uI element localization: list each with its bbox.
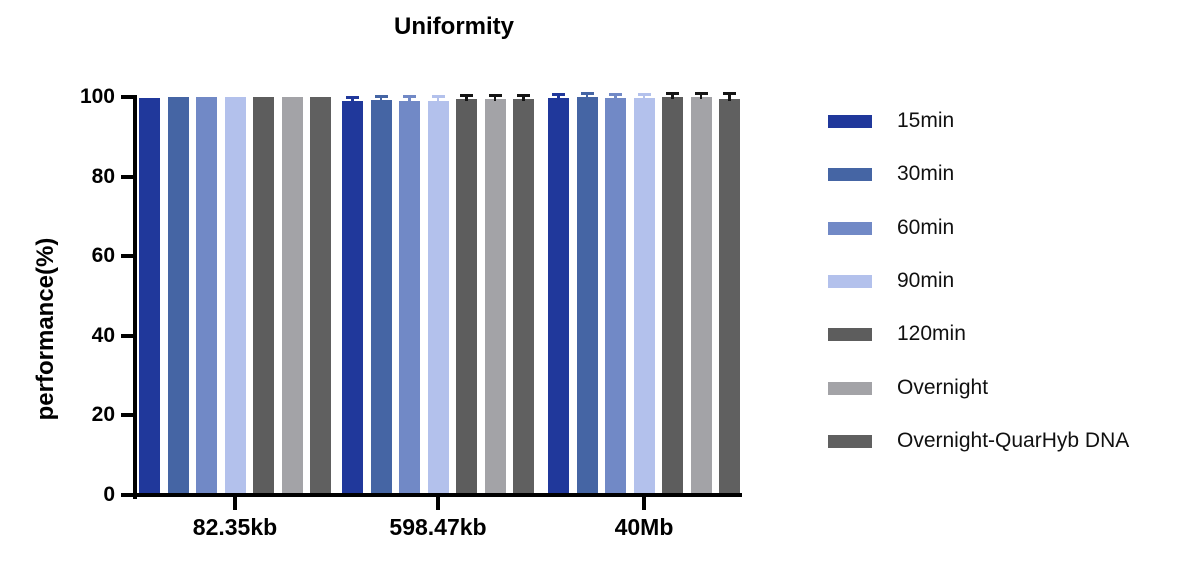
y-tick-80	[121, 174, 133, 179]
bar-Overnight-598.47kb	[484, 98, 506, 497]
bar-Overnight-QuarHyb DNA-82.35kb	[310, 97, 331, 497]
error-cap-60min-40Mb	[609, 92, 622, 96]
error-bar-Overnight-QuarHyb DNA-598.47kb	[522, 96, 525, 101]
legend-swatch-Overnight-QuarHyb DNA	[828, 434, 872, 448]
legend-swatch-Overnight	[828, 381, 872, 395]
legend-label-120min: 120min	[897, 322, 966, 345]
y-tick-0	[121, 493, 133, 497]
error-cap-30min-40Mb	[580, 92, 594, 96]
legend-item-Overnight: Overnight	[828, 376, 1188, 399]
legend-swatch-30min	[828, 167, 872, 181]
bar-15min-40Mb	[548, 97, 569, 497]
error-cap-30min-598.47kb	[374, 95, 388, 99]
bar-60min-82.35kb	[196, 97, 217, 497]
bar-90min-40Mb	[633, 97, 655, 497]
error-cap-15min-598.47kb	[346, 95, 359, 99]
x-axis-line	[133, 493, 742, 497]
y-tick-label-40: 40	[91, 323, 115, 347]
bar-15min-82.35kb	[139, 97, 160, 497]
bar-60min-598.47kb	[399, 100, 420, 497]
error-cap-90min-598.47kb	[431, 95, 445, 99]
bar-60min-40Mb	[605, 97, 626, 497]
legend-item-120min: 120min	[828, 322, 1188, 345]
y-tick-label-60: 60	[91, 244, 115, 268]
error-bar-30min-40Mb	[585, 94, 589, 100]
legend-swatch-120min	[828, 327, 872, 341]
x-tick-40Mb	[642, 497, 646, 510]
y-tick-label-100: 100	[79, 85, 115, 108]
error-bar-60min-598.47kb	[408, 97, 411, 103]
x-tick-82.35kb	[233, 497, 237, 510]
legend-item-90min: 90min	[828, 269, 1188, 292]
y-tick-label-0: 0	[103, 483, 115, 506]
y-tick-60	[121, 254, 133, 259]
bar-120min-82.35kb	[253, 97, 274, 497]
error-cap-90min-40Mb	[637, 92, 651, 96]
bar-90min-598.47kb	[427, 100, 449, 497]
error-bar-60min-40Mb	[614, 95, 617, 100]
bar-30min-40Mb	[576, 97, 598, 497]
legend-swatch-60min	[828, 221, 872, 235]
legend-item-30min: 30min	[828, 162, 1188, 185]
bar-Overnight-82.35kb	[281, 97, 303, 497]
x-category-label-598.47kb: 598.47kb	[389, 514, 487, 540]
error-cap-Overnight-40Mb	[694, 92, 708, 96]
y-tick-40	[121, 333, 133, 338]
error-bar-90min-40Mb	[642, 95, 646, 100]
error-bar-Overnight-QuarHyb DNA-40Mb	[728, 94, 731, 101]
legend-label-Overnight-QuarHyb DNA: Overnight-QuarHyb DNA	[897, 429, 1130, 452]
legend-label-15min: 15min	[897, 109, 955, 132]
error-cap-Overnight-598.47kb	[488, 93, 502, 97]
bar-Overnight-40Mb	[690, 97, 712, 497]
y-tick-20	[121, 413, 133, 418]
legend-swatch-15min	[828, 114, 872, 128]
bar-120min-598.47kb	[456, 98, 477, 497]
y-tick-100	[121, 95, 133, 99]
error-cap-120min-598.47kb	[460, 93, 473, 97]
x-category-label-82.35kb: 82.35kb	[192, 514, 278, 540]
error-bar-120min-40Mb	[671, 94, 674, 100]
error-bar-15min-40Mb	[557, 95, 560, 100]
y-axis-line	[133, 95, 137, 499]
error-cap-Overnight-QuarHyb DNA-40Mb	[723, 91, 736, 95]
error-bar-15min-598.47kb	[351, 98, 354, 104]
bar-30min-82.35kb	[167, 97, 189, 497]
error-cap-60min-598.47kb	[403, 95, 416, 99]
chart-title: Uniformity	[394, 13, 514, 40]
error-bar-30min-598.47kb	[379, 97, 383, 103]
y-tick-label-20: 20	[91, 403, 115, 427]
error-bar-Overnight-598.47kb	[493, 96, 497, 101]
legend-label-Overnight: Overnight	[897, 376, 989, 399]
x-tick-598.47kb	[436, 497, 440, 510]
bar-30min-598.47kb	[370, 100, 392, 497]
x-category-label-40Mb: 40Mb	[614, 514, 674, 540]
error-bar-90min-598.47kb	[436, 97, 440, 103]
legend-label-60min: 60min	[897, 216, 955, 239]
error-bar-120min-598.47kb	[465, 96, 468, 101]
bar-Overnight-QuarHyb DNA-598.47kb	[513, 98, 534, 497]
bar-15min-598.47kb	[342, 101, 363, 497]
error-cap-120min-40Mb	[666, 92, 679, 96]
bar-90min-82.35kb	[224, 97, 246, 497]
legend-item-60min: 60min	[828, 216, 1188, 239]
legend-item-15min: 15min	[828, 109, 1188, 132]
legend-item-Overnight-QuarHyb DNA: Overnight-QuarHyb DNA	[828, 429, 1188, 452]
legend-label-30min: 30min	[897, 162, 955, 185]
bar-120min-40Mb	[662, 97, 683, 497]
legend-label-90min: 90min	[897, 269, 955, 292]
bar-Overnight-QuarHyb DNA-40Mb	[719, 98, 740, 497]
legend-swatch-90min	[828, 274, 872, 288]
error-cap-Overnight-QuarHyb DNA-598.47kb	[517, 93, 530, 97]
y-tick-label-80: 80	[91, 164, 115, 188]
error-cap-15min-40Mb	[552, 92, 565, 96]
error-bar-Overnight-40Mb	[699, 94, 703, 100]
